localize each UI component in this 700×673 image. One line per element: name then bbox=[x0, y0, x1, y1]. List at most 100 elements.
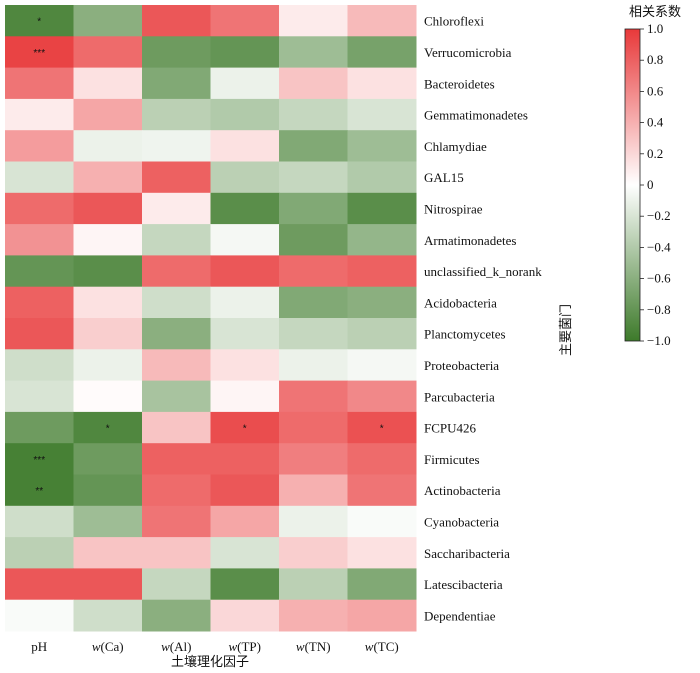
colorbar-tick-label: 1.0 bbox=[647, 21, 663, 36]
row-label: Dependentiae bbox=[424, 608, 496, 623]
row-label: Acidobacteria bbox=[424, 295, 497, 310]
heatmap-cell bbox=[279, 36, 348, 69]
row-label: Verrucomicrobia bbox=[424, 45, 512, 60]
row-label: Chloroflexi bbox=[424, 14, 484, 29]
colorbar-tick-label: 0 bbox=[647, 177, 654, 192]
row-label: Planctomycetes bbox=[424, 327, 506, 342]
heatmap-cell bbox=[73, 349, 143, 382]
heatmap-cell bbox=[279, 67, 348, 100]
colorbar-tick-label: −0.6 bbox=[647, 271, 671, 286]
heatmap-cell bbox=[5, 349, 74, 382]
heatmap-cell bbox=[347, 474, 417, 507]
heatmap-cell bbox=[142, 255, 211, 288]
heatmap-cell bbox=[142, 224, 211, 256]
heatmap-cell bbox=[279, 5, 348, 37]
heatmap-cell bbox=[279, 599, 348, 632]
heatmap-cell bbox=[5, 36, 74, 69]
heatmap-cell bbox=[210, 411, 280, 444]
significance-markers: ***** * ****** bbox=[33, 17, 383, 497]
heatmap-cell bbox=[279, 568, 348, 601]
colorbar-tick-label: 0.8 bbox=[647, 52, 663, 67]
heatmap-cell bbox=[347, 5, 417, 37]
heatmap-cell bbox=[347, 568, 417, 601]
heatmap-cell bbox=[279, 443, 348, 475]
heatmap-cell bbox=[73, 286, 143, 319]
heatmap-cell bbox=[347, 286, 417, 319]
heatmap-cell bbox=[5, 5, 74, 37]
heatmap-cell bbox=[279, 318, 348, 350]
colorbar-tick-label: 0.6 bbox=[647, 83, 664, 98]
heatmap-cell bbox=[142, 443, 211, 475]
heatmap-cell bbox=[347, 318, 417, 350]
heatmap-cell bbox=[347, 98, 417, 131]
heatmap-cell bbox=[279, 411, 348, 444]
heatmap-cell bbox=[210, 255, 280, 288]
heatmap-cell bbox=[279, 255, 348, 288]
heatmap-cell bbox=[142, 130, 211, 162]
heatmap-cell bbox=[210, 192, 280, 225]
heatmap-cell bbox=[279, 192, 348, 225]
row-label: Nitrospirae bbox=[424, 201, 483, 216]
heatmap-cell bbox=[73, 192, 143, 225]
row-label: Chlamydiae bbox=[424, 139, 487, 154]
significance-marker: * bbox=[106, 424, 110, 435]
column-label: w(TP) bbox=[228, 639, 261, 654]
heatmap-cell bbox=[5, 286, 74, 319]
heatmap-cell bbox=[73, 537, 143, 569]
heatmap-cell bbox=[210, 474, 280, 507]
row-label: Armatimonadetes bbox=[424, 233, 516, 248]
column-label: w(TC) bbox=[365, 639, 399, 654]
heatmap-cell bbox=[347, 505, 417, 538]
significance-marker: *** bbox=[33, 455, 45, 466]
heatmap-cell bbox=[142, 411, 211, 444]
heatmap-cell bbox=[142, 380, 211, 413]
heatmap-cell bbox=[5, 318, 74, 350]
significance-marker: ** bbox=[35, 486, 43, 497]
heatmap-cell bbox=[210, 67, 280, 100]
heatmap-cell bbox=[279, 349, 348, 382]
column-label: w(Ca) bbox=[92, 639, 124, 654]
heatmap-cell bbox=[73, 505, 143, 538]
heatmap-cell bbox=[279, 161, 348, 194]
heatmap-cell bbox=[210, 130, 280, 162]
row-label: Gemmatimonadetes bbox=[424, 108, 528, 123]
heatmap-cell bbox=[347, 411, 417, 444]
x-axis-title: 土壤理化因子 bbox=[171, 654, 249, 670]
heatmap-cell bbox=[210, 380, 280, 413]
heatmap-cell bbox=[279, 224, 348, 256]
heatmap-cell bbox=[73, 67, 143, 100]
row-label: unclassified_k_norank bbox=[424, 264, 542, 279]
colorbar-tick-label: −1.0 bbox=[647, 333, 671, 348]
colorbar-tick-label: 0.4 bbox=[647, 115, 664, 130]
row-label: Actinobacteria bbox=[424, 483, 501, 498]
significance-marker: * bbox=[37, 17, 41, 28]
heatmap-cell bbox=[5, 161, 74, 194]
heatmap-cell bbox=[73, 255, 143, 288]
heatmap-cell bbox=[347, 537, 417, 569]
heatmap-cell bbox=[142, 568, 211, 601]
heatmap-cell bbox=[279, 505, 348, 538]
column-label: w(TN) bbox=[296, 639, 331, 654]
colorbar-tick-label: −0.8 bbox=[647, 302, 671, 317]
row-label: GAL15 bbox=[424, 170, 464, 185]
heatmap-cell bbox=[73, 599, 143, 632]
heatmap-cell bbox=[142, 318, 211, 350]
colorbar: 相关系数 1.0 0.8 0.6 0.4 0.2 0 −0.2 −0.4 −0.6 −0.8 −1.… bbox=[624, 5, 681, 348]
heatmap-cell bbox=[210, 599, 280, 632]
heatmap-cell bbox=[5, 98, 74, 131]
row-label: Cyanobacteria bbox=[424, 514, 499, 529]
row-label: Bacteroidetes bbox=[424, 76, 495, 91]
heatmap-cell bbox=[347, 36, 417, 69]
heatmap-cell bbox=[73, 98, 143, 131]
heatmap-cell bbox=[5, 67, 74, 100]
heatmap-cell bbox=[142, 98, 211, 131]
row-label: Proteobacteria bbox=[424, 358, 499, 373]
heatmap-cell bbox=[210, 5, 280, 37]
colorbar-tick-label: −0.2 bbox=[647, 208, 671, 223]
heatmap-cell bbox=[279, 380, 348, 413]
heatmap-cell bbox=[210, 224, 280, 256]
heatmap-cell bbox=[5, 537, 74, 569]
heatmap-cell bbox=[142, 599, 211, 632]
heatmap-cell bbox=[347, 443, 417, 475]
heatmap-cell bbox=[73, 130, 143, 162]
